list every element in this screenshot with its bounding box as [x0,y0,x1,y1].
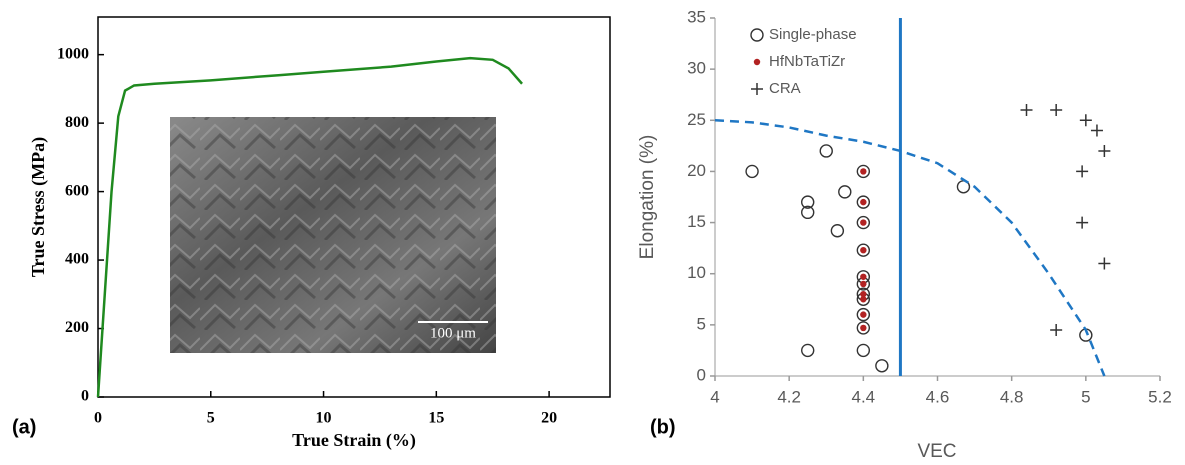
x-tick-label: 4.8 [1000,387,1024,406]
y-tick-label: 25 [687,110,706,129]
point [860,296,867,303]
point [1079,114,1092,127]
y-axis-title: True Stress (MPa) [28,137,49,277]
point [856,243,871,257]
x-tick-label: 15 [428,410,444,427]
point [819,144,833,158]
point [860,280,867,288]
point [1076,165,1089,178]
x-tick-label: 5 [1081,387,1090,406]
legend-label: Single-phase [769,26,857,43]
point [1050,104,1063,117]
point [860,273,867,280]
point [1020,104,1033,117]
point [1050,323,1063,336]
x-tick-label: 20 [541,410,557,427]
y-tick-label: 10 [687,263,706,282]
point [860,168,867,175]
y-tick-label: 30 [687,59,706,78]
point [745,164,759,179]
y-tick-label: 600 [65,182,89,199]
point [1090,124,1103,137]
panel-label: (a) [12,416,36,438]
data-line [96,56,523,398]
point [856,215,871,230]
y-tick-label: 800 [65,114,89,131]
point [801,205,815,220]
point [1098,257,1111,270]
point [875,359,889,373]
point [860,290,867,298]
legend-marker [751,83,763,95]
panel-label: (b) [650,416,676,438]
point [860,246,867,254]
y-tick-label: 200 [65,319,89,336]
y-tick-label: 0 [81,388,89,405]
y-tick-label: 400 [65,251,89,268]
legend-marker [753,58,761,66]
point [838,185,852,199]
x-tick-label: 0 [94,410,102,427]
x-tick-label: 4.6 [926,387,950,406]
x-tick-label: 4 [710,387,719,406]
x-axis-title: VEC [917,441,956,462]
legend-label: CRA [769,80,801,97]
point [860,311,867,318]
x-tick-label: 5.2 [1148,387,1172,406]
point [856,164,871,179]
y-axis-title: Elongation (%) [637,135,658,260]
point [856,321,871,335]
trend-curve [714,119,1106,377]
y-tick-label: 15 [687,212,706,231]
legend-marker [750,28,764,42]
y-tick-label: 20 [687,161,706,180]
x-tick-label: 5 [207,410,215,427]
point [830,224,845,238]
point [860,324,867,332]
y-tick-label: 5 [697,314,706,333]
point [1098,144,1111,157]
x-tick-label: 4.4 [852,387,876,406]
scale-label: 100 μm [430,325,476,341]
point [856,195,871,209]
point [856,343,871,358]
y-tick-label: 35 [687,7,706,26]
x-tick-label: 4.2 [777,387,801,406]
x-axis-title: True Strain (%) [292,430,416,451]
plot-frame [97,16,611,398]
panel-b: 4 4.2 4.4 4.6 4.8 5 5.2 0 5 10 15 20 25 30 35 VEC Elonga… [637,7,1172,462]
y-tick-label: 1000 [57,45,89,62]
point [801,343,815,358]
legend-label: HfNbTaTiZr [769,53,845,70]
inset-image [170,117,496,353]
point [801,195,815,209]
point [856,307,871,322]
x-tick-label: 10 [316,410,332,427]
point [1076,216,1089,229]
point [860,219,867,226]
y-tick-label: 0 [697,365,706,384]
point [860,198,867,206]
